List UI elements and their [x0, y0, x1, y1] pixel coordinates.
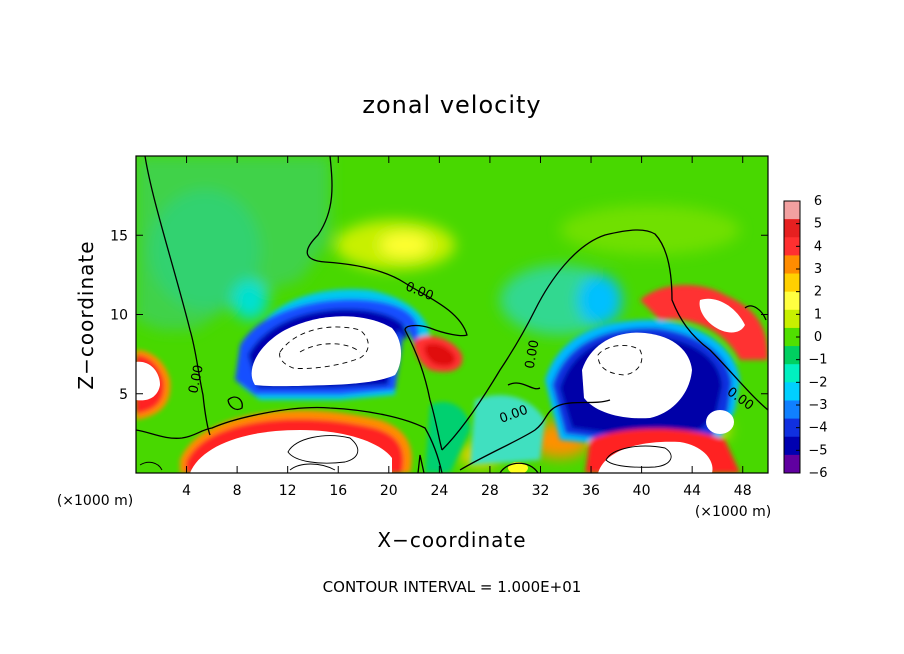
x-tick-label: 16 [329, 483, 347, 499]
x-tick-label: 40 [633, 483, 651, 499]
colorbar-swatch [784, 346, 800, 365]
colorbar-label: −2 [808, 375, 827, 390]
colorbar-label: −1 [808, 353, 827, 368]
contour-interval-note: CONTOUR INTERVAL = 1.000E+01 [323, 578, 582, 596]
x-unit-left: (×1000 m) [57, 493, 133, 509]
x-axis-label: X−coordinate [377, 528, 526, 552]
contour-label: 0.00 [186, 364, 207, 395]
x-tick-label: 28 [481, 483, 499, 499]
colorbar-swatch [784, 273, 800, 293]
y-axis-ticks: 5 10 15 [110, 228, 768, 403]
colorbar-swatch [784, 400, 800, 420]
x-axis-ticks: 4 8 12 16 20 24 28 32 36 40 44 48 [182, 156, 752, 499]
colorbar-label: 6 [814, 194, 822, 209]
y-axis-label: Z−coordinate [74, 240, 98, 389]
colorbar-label: −5 [808, 443, 827, 458]
positive-contours [139, 435, 672, 471]
colorbar-label: 2 [814, 285, 822, 300]
colorbar-swatch [784, 255, 800, 275]
colorbar-label: 5 [814, 217, 822, 232]
colorbar-swatch [784, 382, 800, 401]
x-tick-label: 32 [532, 483, 550, 499]
chart-title: zonal velocity [362, 91, 541, 119]
colorbar: 6 5 4 3 2 1 0 −1 −2 −3 −4 −5 −6 [783, 194, 828, 481]
x-unit-right: (×1000 m) [695, 504, 771, 520]
y-tick-label: 5 [119, 387, 128, 403]
x-tick-label: 20 [380, 483, 398, 499]
colorbar-swatch [784, 201, 800, 220]
colorbar-swatch [784, 364, 800, 383]
x-tick-label: 24 [430, 483, 448, 499]
colorbar-swatch [784, 219, 800, 238]
colorbar-swatch [784, 436, 800, 456]
x-tick-label: 8 [233, 483, 242, 499]
colorbar-label: 0 [814, 330, 822, 345]
y-tick-label: 10 [110, 308, 128, 324]
x-tick-label: 36 [582, 483, 600, 499]
colorbar-label: 1 [814, 307, 822, 322]
velocity-field [136, 156, 768, 473]
colorbar-label: 4 [814, 239, 822, 254]
contour-label: 0.00 [523, 339, 543, 370]
x-tick-label: 4 [182, 483, 191, 499]
colorbar-swatch [784, 327, 800, 347]
colorbar-swatch [784, 418, 800, 438]
colorbar-swatch [784, 309, 800, 329]
colorbar-label: 3 [814, 262, 822, 277]
colorbar-label: −4 [808, 421, 827, 436]
x-tick-label: 12 [279, 483, 297, 499]
x-tick-label: 48 [734, 483, 752, 499]
zero-contours [136, 156, 768, 473]
colorbar-label: −6 [808, 466, 827, 481]
y-tick-label: 15 [110, 228, 128, 244]
negative-contours [279, 326, 643, 376]
colorbar-label: −3 [808, 398, 827, 413]
x-tick-label: 44 [683, 483, 701, 499]
colorbar-swatch [784, 237, 800, 256]
colorbar-swatch [784, 454, 800, 474]
colorbar-swatch [784, 291, 800, 311]
